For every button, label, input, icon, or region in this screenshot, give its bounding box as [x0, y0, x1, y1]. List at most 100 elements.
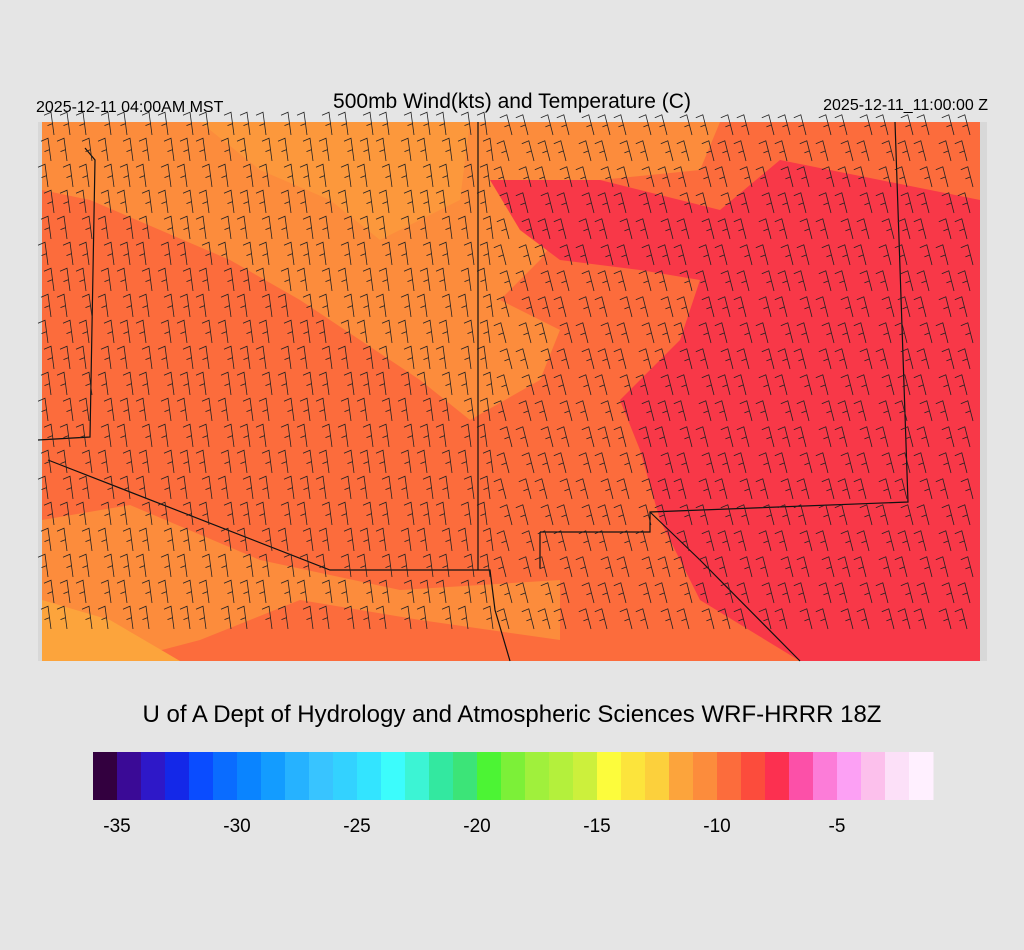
wind-barb	[938, 140, 952, 162]
wind-barb	[239, 111, 251, 136]
wind-barb	[840, 452, 854, 474]
wind-barb	[220, 215, 232, 240]
wind-barb	[476, 501, 488, 526]
wind-barb	[343, 527, 355, 552]
wind-barb	[556, 582, 570, 604]
wind-barb	[239, 579, 251, 604]
wind-barb	[122, 293, 134, 318]
wind-barb	[198, 345, 210, 370]
wind-barb	[242, 553, 254, 578]
wind-barb	[258, 397, 270, 422]
wind-barb	[397, 241, 409, 266]
wind-barb	[799, 608, 813, 630]
wind-barb	[717, 374, 731, 396]
wind-barb	[957, 270, 971, 292]
wind-barb	[761, 270, 775, 292]
warm-south	[42, 505, 560, 661]
wind-barb	[941, 426, 955, 448]
wind-barb	[660, 218, 674, 240]
wind-barb	[913, 296, 927, 318]
wind-barb	[581, 504, 595, 526]
wind-barb	[780, 322, 794, 344]
wind-barb	[463, 241, 475, 266]
wind-barb	[236, 605, 248, 630]
wind-barb	[356, 475, 368, 500]
wind-barb	[496, 452, 510, 474]
colorbar-swatch	[765, 752, 790, 800]
wind-barb	[521, 374, 535, 396]
wind-barb	[660, 452, 674, 474]
wind-barb	[496, 296, 510, 318]
wind-barb	[400, 293, 412, 318]
wind-barb	[796, 478, 810, 500]
wind-barb	[75, 579, 87, 604]
wind-barb	[774, 530, 788, 552]
wind-barb	[160, 163, 172, 188]
wind-barb	[954, 374, 968, 396]
wind-barb	[777, 114, 791, 136]
wind-barb	[960, 244, 974, 266]
wind-barb	[236, 293, 248, 318]
wind-barb	[619, 530, 633, 552]
wind-barb	[362, 501, 374, 526]
wind-barb	[56, 449, 68, 474]
wind-barb	[362, 579, 374, 604]
wind-barb	[638, 582, 652, 604]
wind-barb	[255, 267, 267, 292]
wind-barb	[597, 348, 611, 370]
wind-barb	[701, 140, 715, 162]
wind-barb	[378, 579, 390, 604]
colorbar-swatch	[597, 752, 622, 800]
wind-barb	[859, 426, 873, 448]
wind-barb	[660, 296, 674, 318]
wind-barb	[954, 608, 968, 630]
wind-barb	[40, 293, 52, 318]
wind-barb	[476, 267, 488, 292]
wind-barb	[900, 114, 914, 136]
wind-barb	[416, 449, 428, 474]
wind-barb	[460, 579, 472, 604]
wind-barb	[78, 553, 90, 578]
wind-barb	[422, 553, 434, 578]
wind-barb	[397, 397, 409, 422]
wind-barb	[954, 530, 968, 552]
wind-barb	[198, 111, 210, 136]
wind-barb	[537, 374, 551, 396]
wind-barb	[515, 270, 529, 292]
wind-barb	[575, 400, 589, 422]
wind-barb	[195, 527, 207, 552]
wind-barb	[97, 527, 109, 552]
wind-barb	[581, 426, 595, 448]
wind-barb	[119, 475, 131, 500]
colorbar-swatch	[405, 752, 430, 800]
wind-barb	[182, 501, 194, 526]
wind-barb	[362, 189, 374, 214]
wind-barb	[135, 241, 147, 266]
wind-barb	[717, 530, 731, 552]
wind-barb	[821, 244, 835, 266]
wind-barb	[534, 400, 548, 422]
wind-barb	[157, 423, 169, 448]
wind-barb	[837, 322, 851, 344]
wind-barb	[416, 293, 428, 318]
wind-barb	[553, 530, 567, 552]
wind-barb	[337, 345, 349, 370]
wind-barb	[116, 501, 128, 526]
wind-barb	[701, 608, 715, 630]
wind-barb	[875, 270, 889, 292]
wind-barb	[400, 527, 412, 552]
wind-barb	[641, 478, 655, 500]
wind-barb	[654, 348, 668, 370]
wind-barb	[701, 452, 715, 474]
wind-barb	[302, 293, 314, 318]
wind-barb	[315, 319, 327, 344]
wind-barb	[438, 397, 450, 422]
wind-barb	[856, 452, 870, 474]
wind-barb	[954, 140, 968, 162]
wind-barb	[138, 137, 150, 162]
wind-barb	[75, 189, 87, 214]
wind-barb	[116, 345, 128, 370]
wind-barb	[239, 189, 251, 214]
wind-barb	[780, 556, 794, 578]
wind-barb	[217, 553, 229, 578]
